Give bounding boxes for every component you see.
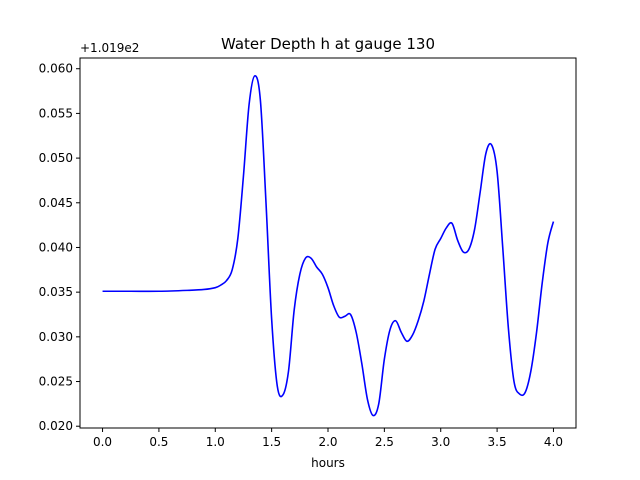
y-tick-label: 0.020: [39, 419, 73, 433]
plot-area: [102, 75, 555, 417]
y-tick-label: 0.055: [39, 106, 73, 120]
chart-title: Water Depth h at gauge 130: [221, 35, 435, 53]
x-tick-label: 2.5: [375, 435, 394, 449]
x-ticks: 0.0 0.5 1.0 1.5 2.0 2.5 3.0 3.5 4.0: [93, 428, 563, 449]
x-tick-label: 1.0: [206, 435, 225, 449]
series-line: [102, 75, 555, 417]
x-tick-label: 3.5: [488, 435, 507, 449]
x-axis-label: hours: [311, 456, 345, 470]
x-tick-label: 0.0: [93, 435, 112, 449]
x-tick-label: 4.0: [544, 435, 563, 449]
y-tick-label: 0.030: [39, 330, 73, 344]
x-tick-label: 2.0: [318, 435, 337, 449]
x-tick-label: 3.0: [431, 435, 450, 449]
y-tick-label: 0.035: [39, 285, 73, 299]
y-tick-label: 0.040: [39, 240, 73, 254]
x-tick-label: 1.5: [262, 435, 281, 449]
y-tick-label: 0.060: [39, 62, 73, 76]
y-tick-label: 0.045: [39, 196, 73, 210]
axes-frame: [79, 57, 577, 429]
y-offset-label: +1.019e2: [80, 41, 139, 55]
y-tick-label: 0.050: [39, 151, 73, 165]
y-ticks: 0.020 0.025 0.030 0.035 0.040 0.045 0.050 0.055…: [39, 62, 80, 433]
y-tick-label: 0.025: [39, 375, 73, 389]
x-tick-label: 0.5: [149, 435, 168, 449]
